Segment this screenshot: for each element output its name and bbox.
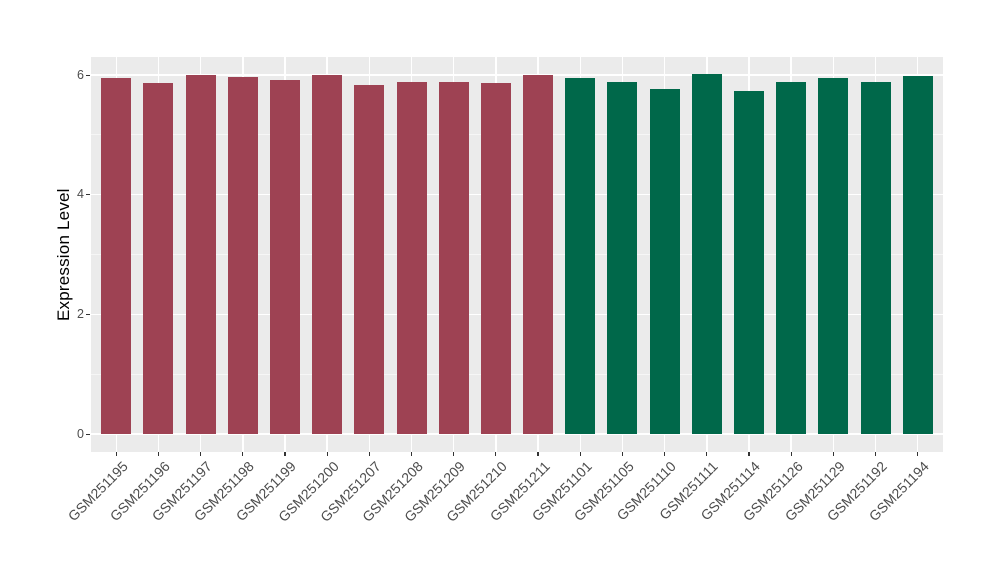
bar [396,82,427,434]
bar [312,75,343,434]
x-axis-tick [200,452,202,456]
x-axis-tick [706,452,708,456]
gridline-minor-horizontal [91,134,943,136]
gridline-major-horizontal [91,74,943,76]
bar [691,73,722,434]
y-axis-tick [86,433,90,435]
bar [185,75,216,434]
bar [607,81,638,434]
bar [101,77,132,434]
bar [438,82,469,434]
y-axis-tick [86,74,90,76]
x-axis-tick [790,452,792,456]
bar [860,81,891,434]
y-tick-label: 6 [77,67,84,82]
bar [649,89,680,434]
bar [902,75,933,434]
x-axis-tick [242,452,244,456]
x-axis-tick [453,452,455,456]
gridline-major-horizontal [91,313,943,316]
x-axis-tick [115,452,117,456]
plot-panel [91,57,943,452]
x-axis-tick [495,452,497,456]
x-axis-tick [579,452,581,456]
bar [480,82,511,434]
gridline-major-horizontal [91,433,943,435]
y-axis-tick [86,313,90,316]
x-axis-tick [368,452,370,456]
bar [143,83,174,434]
bar [818,77,849,434]
x-axis-tick [748,452,750,456]
bar [270,79,301,434]
x-axis-tick [537,452,539,456]
bar [776,82,807,434]
bar [523,75,554,434]
x-axis-tick [664,452,666,456]
x-axis-tick [917,452,919,456]
x-axis-tick [832,452,834,456]
gridline-minor-horizontal [91,254,943,255]
y-tick-label: 4 [77,187,84,202]
x-axis-tick [874,452,877,456]
y-tick-label: 0 [77,426,84,441]
bar [733,90,764,434]
x-axis-tick [284,452,286,456]
gridline-major-horizontal [91,193,943,196]
bar [227,77,258,434]
y-axis-tick [86,194,90,196]
x-axis-tick [410,452,413,456]
x-axis-tick [621,452,624,456]
x-axis-tick [157,452,160,456]
y-axis-title: Expression Level [54,188,73,321]
bar [354,84,385,434]
y-tick-label: 2 [77,306,84,321]
gridline-minor-horizontal [91,373,943,375]
bar [565,77,596,434]
x-axis-tick [326,452,328,456]
